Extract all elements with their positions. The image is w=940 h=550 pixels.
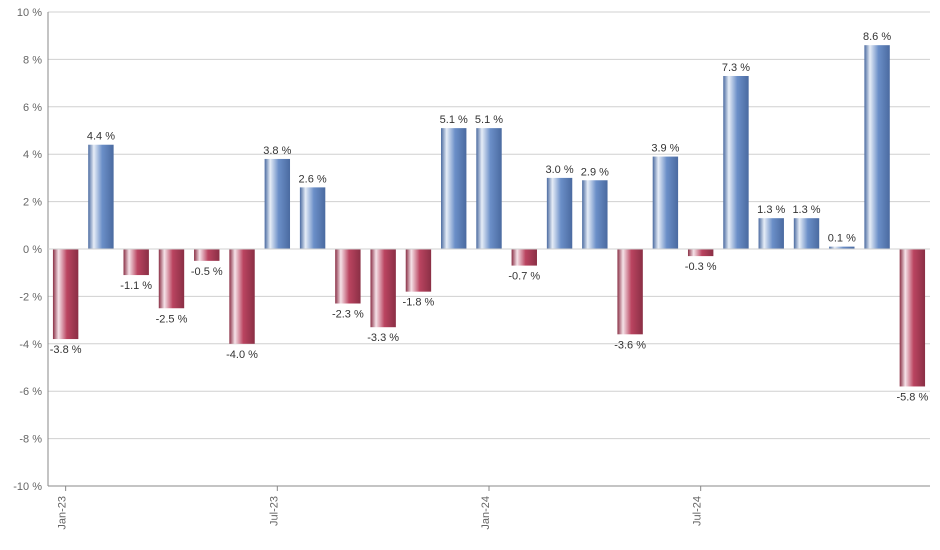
bar-value-label: 3.8 %: [263, 145, 291, 157]
bar: [265, 159, 290, 249]
bar-value-label: -1.1 %: [120, 280, 152, 292]
chart-container: -10 % -8 % -6 % -4 % -2 % 0 % 2 % 4 % 6 % 8 % 10 %…: [0, 0, 940, 550]
bar: [406, 249, 431, 292]
y-tick-label: -2 %: [19, 291, 42, 303]
bar: [335, 249, 360, 304]
bar-value-label: 5.1 %: [475, 114, 503, 126]
bar: [300, 187, 325, 249]
bar: [900, 249, 925, 386]
bar: [653, 157, 678, 249]
bar-value-label: 7.3 %: [722, 62, 750, 74]
y-tick-label: 0 %: [23, 244, 42, 256]
bar: [123, 249, 148, 275]
bar: [194, 249, 219, 261]
bar: [441, 128, 466, 249]
y-tick-label: 4 %: [23, 149, 42, 161]
bar: [688, 249, 713, 256]
bar: [53, 249, 78, 339]
bar-value-label: -5.8 %: [896, 391, 928, 403]
bar: [229, 249, 254, 344]
bar-chart: -10 % -8 % -6 % -4 % -2 % 0 % 2 % 4 % 6 % 8 % 10 %…: [0, 0, 940, 550]
x-tick-label: Jul-23: [268, 496, 280, 526]
bar: [547, 178, 572, 249]
bar: [582, 180, 607, 249]
bar: [476, 128, 501, 249]
y-tick-label: -8 %: [19, 434, 42, 446]
bar-value-label: 4.4 %: [87, 131, 115, 143]
bar: [794, 218, 819, 249]
x-tick-label: Jul-24: [692, 496, 704, 526]
bar-value-label: 2.9 %: [581, 166, 609, 178]
x-tick-label: Jan-24: [480, 496, 492, 530]
bar-value-label: 1.3 %: [757, 204, 785, 216]
bar-value-label: -0.3 %: [685, 261, 717, 273]
bar-value-label: 5.1 %: [440, 114, 468, 126]
bar-value-label: -2.5 %: [156, 313, 188, 325]
bar: [512, 249, 537, 266]
bar-value-label: -3.3 %: [367, 332, 399, 344]
bar-value-label: 0.1 %: [828, 233, 856, 245]
bar-value-label: -2.3 %: [332, 309, 364, 321]
bar: [159, 249, 184, 308]
y-tick-label: -10 %: [13, 481, 42, 493]
y-tick-label: 8 %: [23, 54, 42, 66]
bar-value-label: -0.7 %: [508, 271, 540, 283]
x-tick-label: Jan-23: [57, 496, 69, 530]
y-tick-label: -6 %: [19, 386, 42, 398]
bar-value-label: -1.8 %: [403, 297, 435, 309]
y-tick-label: -4 %: [19, 339, 42, 351]
bar: [759, 218, 784, 249]
bar: [88, 145, 113, 249]
y-tick-label: 10 %: [17, 7, 42, 19]
bar-value-label: -3.8 %: [50, 344, 82, 356]
y-tick-label: 2 %: [23, 197, 42, 209]
bar: [617, 249, 642, 334]
bar-value-label: -3.6 %: [614, 339, 646, 351]
bar: [370, 249, 395, 327]
bar-value-label: 8.6 %: [863, 31, 891, 43]
bar-value-label: 3.9 %: [651, 143, 679, 155]
bar-value-label: -4.0 %: [226, 349, 258, 361]
bar: [723, 76, 748, 249]
bar: [864, 45, 889, 249]
y-tick-label: 6 %: [23, 102, 42, 114]
bar-value-label: -0.5 %: [191, 266, 223, 278]
bar-value-label: 3.0 %: [545, 164, 573, 176]
bar-value-label: 1.3 %: [792, 204, 820, 216]
bar-value-label: 2.6 %: [299, 173, 327, 185]
